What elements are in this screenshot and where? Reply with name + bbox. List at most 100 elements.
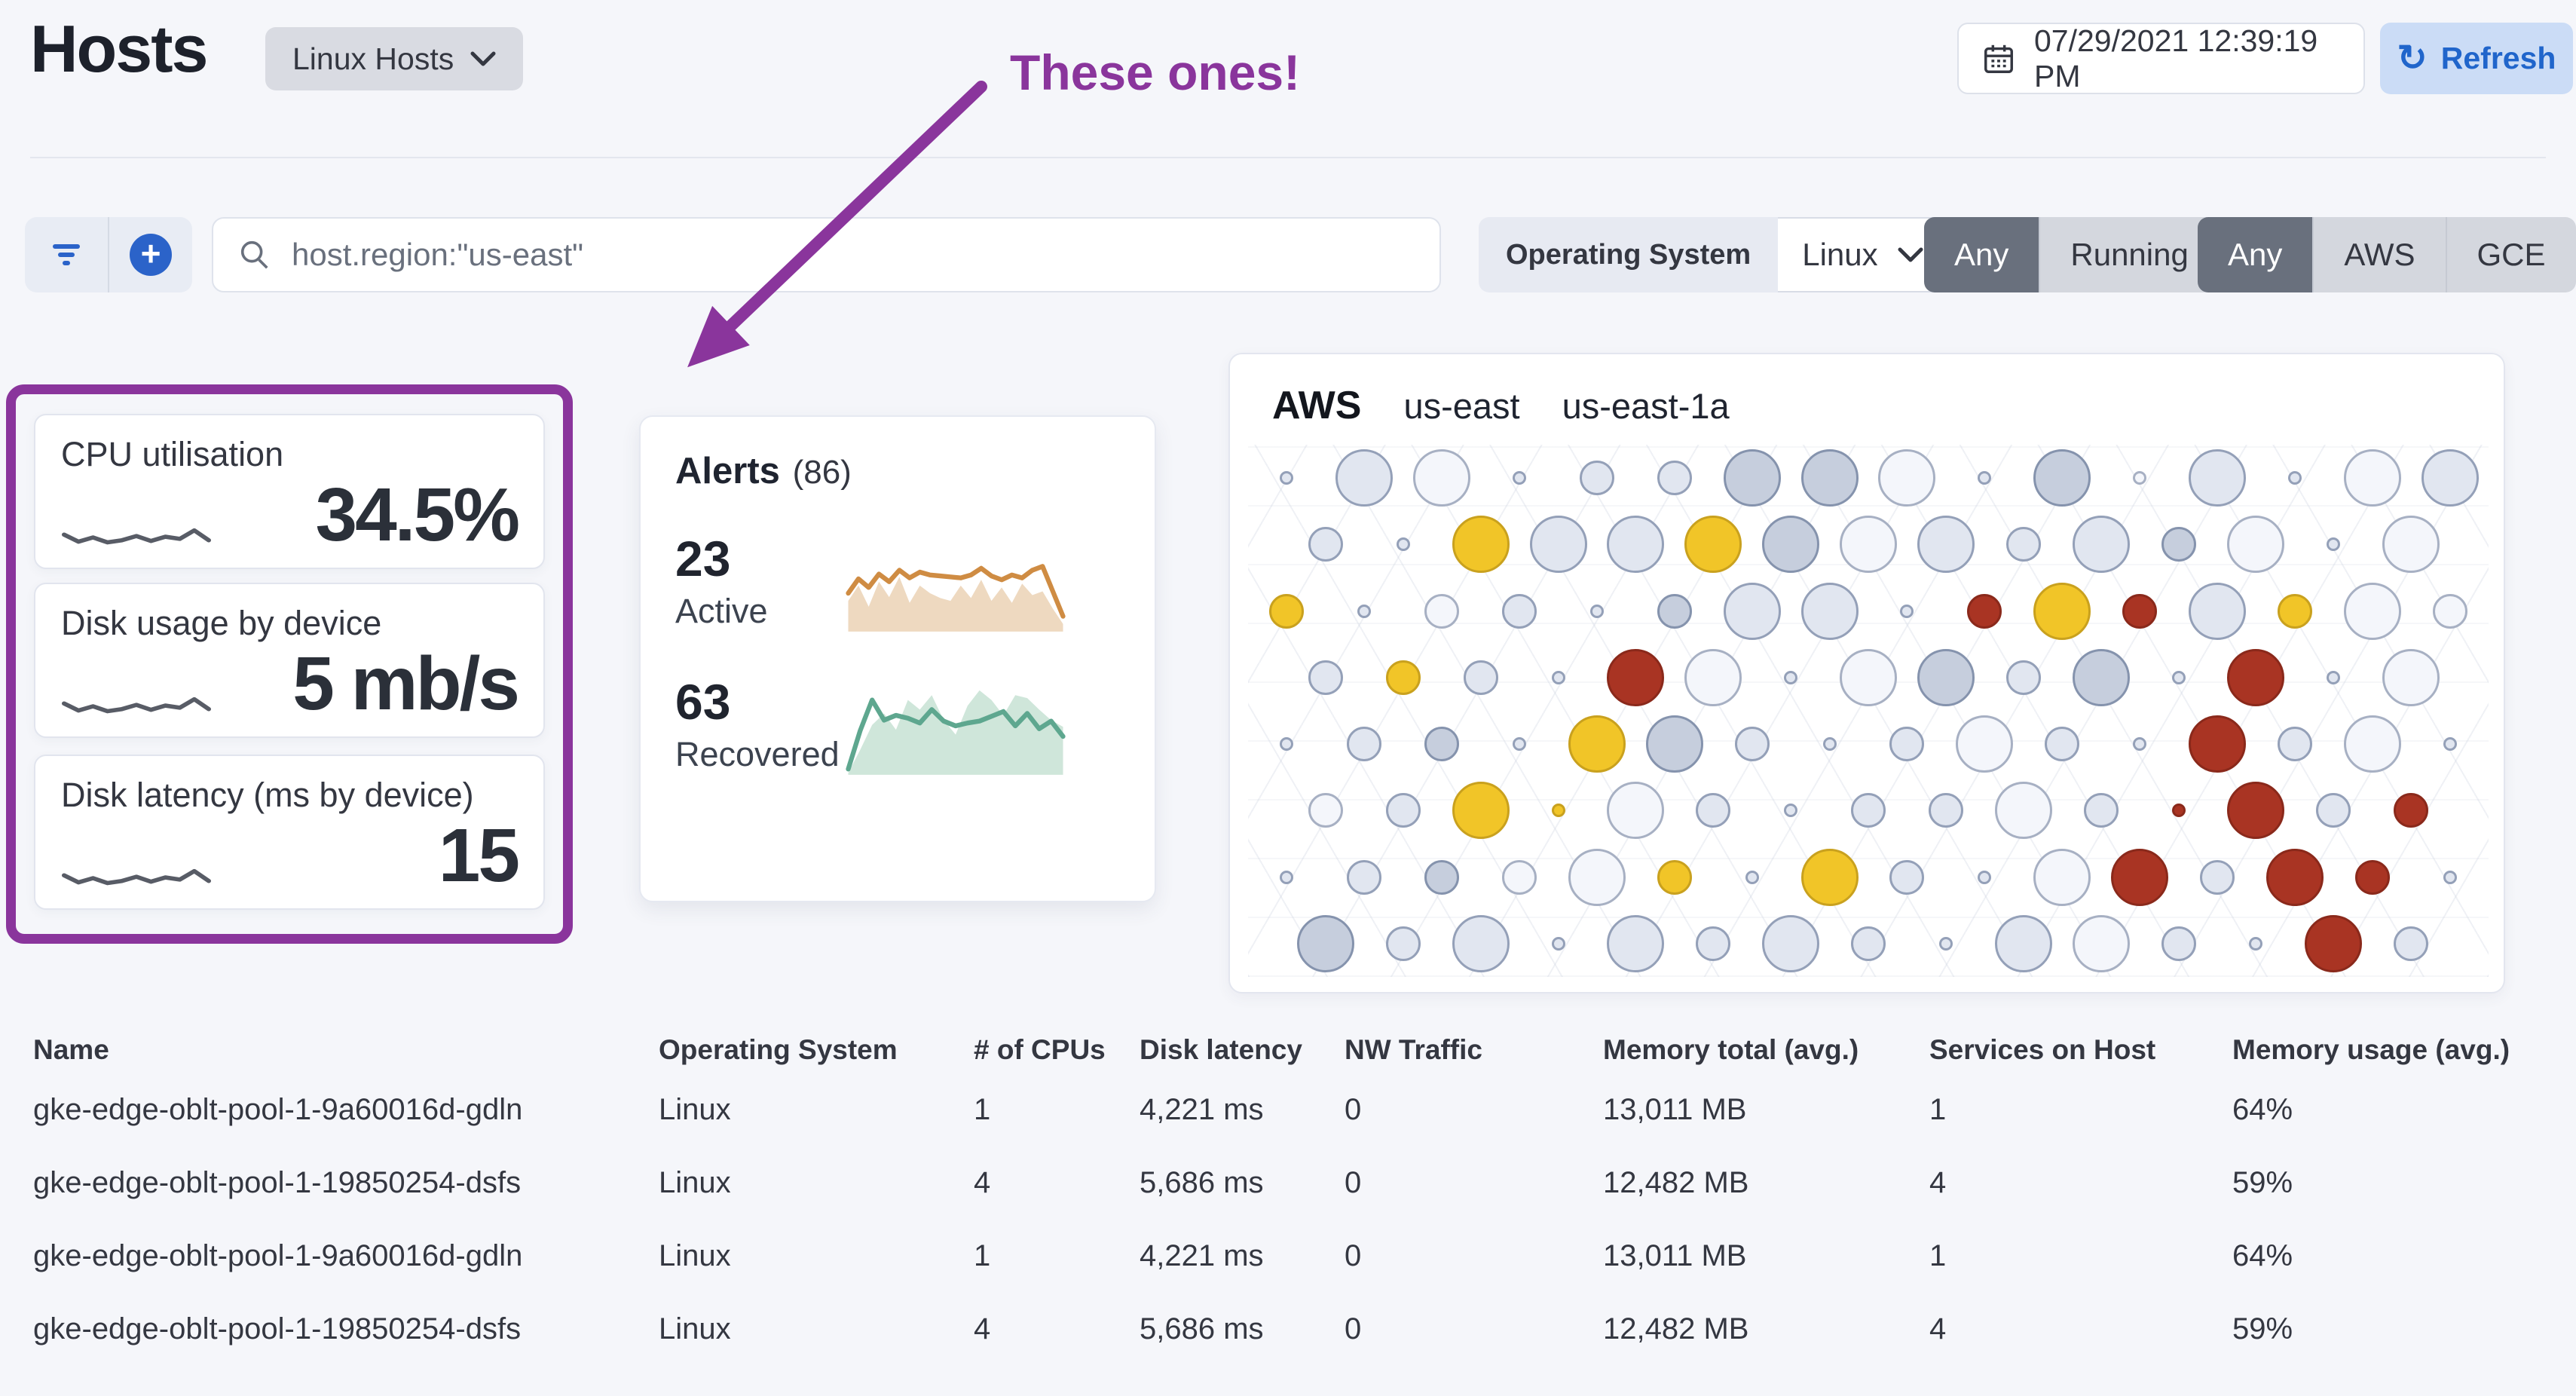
host-bubble[interactable] bbox=[1938, 936, 1953, 951]
host-bubble[interactable] bbox=[1723, 449, 1781, 507]
host-bubble[interactable] bbox=[2327, 670, 2341, 684]
host-bubble[interactable] bbox=[1347, 859, 1382, 895]
host-bubble[interactable] bbox=[1762, 516, 1820, 574]
host-bubble[interactable] bbox=[1385, 660, 1421, 695]
cloud-toggle-gce[interactable]: GCE bbox=[2445, 217, 2576, 292]
table-row-name[interactable]: gke-edge-oblt-pool-1-9a60016d-gdln bbox=[33, 1239, 523, 1272]
table-row-name[interactable]: gke-edge-oblt-pool-1-19850254-dsfs bbox=[33, 1166, 522, 1199]
host-bubble[interactable] bbox=[2277, 593, 2312, 629]
host-bubble[interactable] bbox=[1889, 859, 1925, 895]
state-toggle-running[interactable]: Running bbox=[2039, 217, 2219, 292]
host-bubble[interactable] bbox=[1800, 848, 1859, 906]
host-bubble[interactable] bbox=[2443, 870, 2457, 884]
host-bubble[interactable] bbox=[1928, 793, 1963, 828]
host-bubble[interactable] bbox=[1385, 793, 1421, 828]
host-bubble[interactable] bbox=[1851, 793, 1886, 828]
table-header-cell[interactable]: Memory total (avg.) bbox=[1603, 1034, 1859, 1065]
host-bubble[interactable] bbox=[1296, 914, 1354, 972]
host-bubble[interactable] bbox=[2033, 449, 2091, 507]
host-bubble[interactable] bbox=[1269, 593, 1305, 629]
host-bubble[interactable] bbox=[1607, 782, 1665, 840]
host-bubble[interactable] bbox=[1723, 582, 1781, 640]
os-filter-select[interactable]: Linux bbox=[1778, 217, 1949, 292]
host-bubble[interactable] bbox=[2188, 715, 2246, 773]
host-bubble[interactable] bbox=[2072, 914, 2130, 972]
host-bubble[interactable] bbox=[2443, 737, 2457, 752]
host-bubble[interactable] bbox=[2343, 715, 2401, 773]
host-bubble[interactable] bbox=[2161, 926, 2196, 961]
refresh-button[interactable]: ↻ Refresh bbox=[2380, 23, 2573, 94]
host-bubble[interactable] bbox=[1280, 737, 1294, 752]
host-bubble[interactable] bbox=[2072, 648, 2130, 706]
host-bubble[interactable] bbox=[1568, 848, 1626, 906]
host-bubble[interactable] bbox=[1424, 593, 1460, 629]
host-bubble[interactable] bbox=[1413, 449, 1471, 507]
host-bubble[interactable] bbox=[1551, 804, 1565, 818]
host-bubble[interactable] bbox=[2382, 516, 2440, 574]
host-bubble[interactable] bbox=[2171, 804, 2186, 818]
alerts-card[interactable]: Alerts (86) 23 Active 63 Recovered bbox=[639, 415, 1156, 902]
host-bubble[interactable] bbox=[1696, 793, 1731, 828]
host-bubble[interactable] bbox=[2161, 527, 2196, 562]
host-bubble[interactable] bbox=[1978, 471, 1992, 485]
host-bubble[interactable] bbox=[1657, 593, 1692, 629]
table-header-cell[interactable]: Disk latency bbox=[1140, 1034, 1302, 1065]
host-bubble[interactable] bbox=[1657, 461, 1692, 496]
host-bubble[interactable] bbox=[2033, 582, 2091, 640]
host-bubble[interactable] bbox=[2382, 648, 2440, 706]
host-bubble[interactable] bbox=[1745, 870, 1759, 884]
host-bubble[interactable] bbox=[1513, 737, 1527, 752]
host-bubble[interactable] bbox=[2033, 848, 2091, 906]
host-bubble-map[interactable] bbox=[1248, 445, 2489, 977]
host-bubble[interactable] bbox=[1280, 870, 1294, 884]
host-bubble[interactable] bbox=[1994, 782, 2052, 840]
cloud-toggle-aws[interactable]: AWS bbox=[2312, 217, 2446, 292]
host-bubble[interactable] bbox=[2122, 593, 2158, 629]
host-bubble[interactable] bbox=[1551, 670, 1565, 684]
host-bubble[interactable] bbox=[1840, 648, 1897, 706]
host-bubble[interactable] bbox=[1889, 727, 1925, 762]
host-bubble[interactable] bbox=[2316, 793, 2351, 828]
metric-card-disk-latency[interactable]: Disk latency (ms by device) 15 bbox=[34, 755, 545, 910]
host-bubble[interactable] bbox=[1696, 926, 1731, 961]
aws-region-panel[interactable]: AWS us-east us-east-1a bbox=[1228, 353, 2505, 993]
host-bubble[interactable] bbox=[1607, 914, 1665, 972]
host-bubble[interactable] bbox=[1800, 582, 1859, 640]
host-bubble[interactable] bbox=[1784, 670, 1798, 684]
host-bubble[interactable] bbox=[1978, 870, 1992, 884]
add-filter-button[interactable]: + bbox=[109, 217, 192, 292]
host-bubble[interactable] bbox=[1800, 449, 1859, 507]
host-bubble[interactable] bbox=[2421, 449, 2479, 507]
host-bubble[interactable] bbox=[1917, 516, 1975, 574]
host-bubble[interactable] bbox=[2394, 926, 2429, 961]
host-bubble[interactable] bbox=[2327, 537, 2341, 552]
host-bubble[interactable] bbox=[1900, 604, 1914, 618]
host-bubble[interactable] bbox=[1502, 859, 1537, 895]
host-bubble[interactable] bbox=[1335, 449, 1394, 507]
table-header-cell[interactable]: Memory usage (avg.) bbox=[2232, 1034, 2510, 1065]
host-bubble[interactable] bbox=[1734, 727, 1770, 762]
table-header-cell[interactable]: # of CPUs bbox=[974, 1034, 1106, 1065]
host-type-dropdown[interactable]: Linux Hosts bbox=[265, 27, 524, 90]
host-bubble[interactable] bbox=[1684, 648, 1742, 706]
host-bubble[interactable] bbox=[1308, 527, 1343, 562]
host-bubble[interactable] bbox=[2287, 471, 2302, 485]
host-bubble[interactable] bbox=[1452, 914, 1510, 972]
host-bubble[interactable] bbox=[2249, 936, 2263, 951]
host-bubble[interactable] bbox=[1347, 727, 1382, 762]
datetime-picker[interactable]: 07/29/2021 12:39:19 PM bbox=[1957, 23, 2365, 94]
host-bubble[interactable] bbox=[1280, 471, 1294, 485]
host-bubble[interactable] bbox=[1657, 859, 1692, 895]
host-bubble[interactable] bbox=[2045, 727, 2080, 762]
host-bubble[interactable] bbox=[1568, 715, 1626, 773]
host-bubble[interactable] bbox=[2354, 859, 2390, 895]
host-bubble[interactable] bbox=[1645, 715, 1703, 773]
search-input[interactable] bbox=[292, 237, 1415, 273]
state-toggle-any[interactable]: Any bbox=[1924, 217, 2039, 292]
host-bubble[interactable] bbox=[1452, 782, 1510, 840]
host-bubble[interactable] bbox=[1956, 715, 2014, 773]
host-bubble[interactable] bbox=[1607, 648, 1665, 706]
host-bubble[interactable] bbox=[2072, 516, 2130, 574]
host-bubble[interactable] bbox=[1878, 449, 1936, 507]
metric-card-disk-usage[interactable]: Disk usage by device 5 mb/s bbox=[34, 583, 545, 738]
